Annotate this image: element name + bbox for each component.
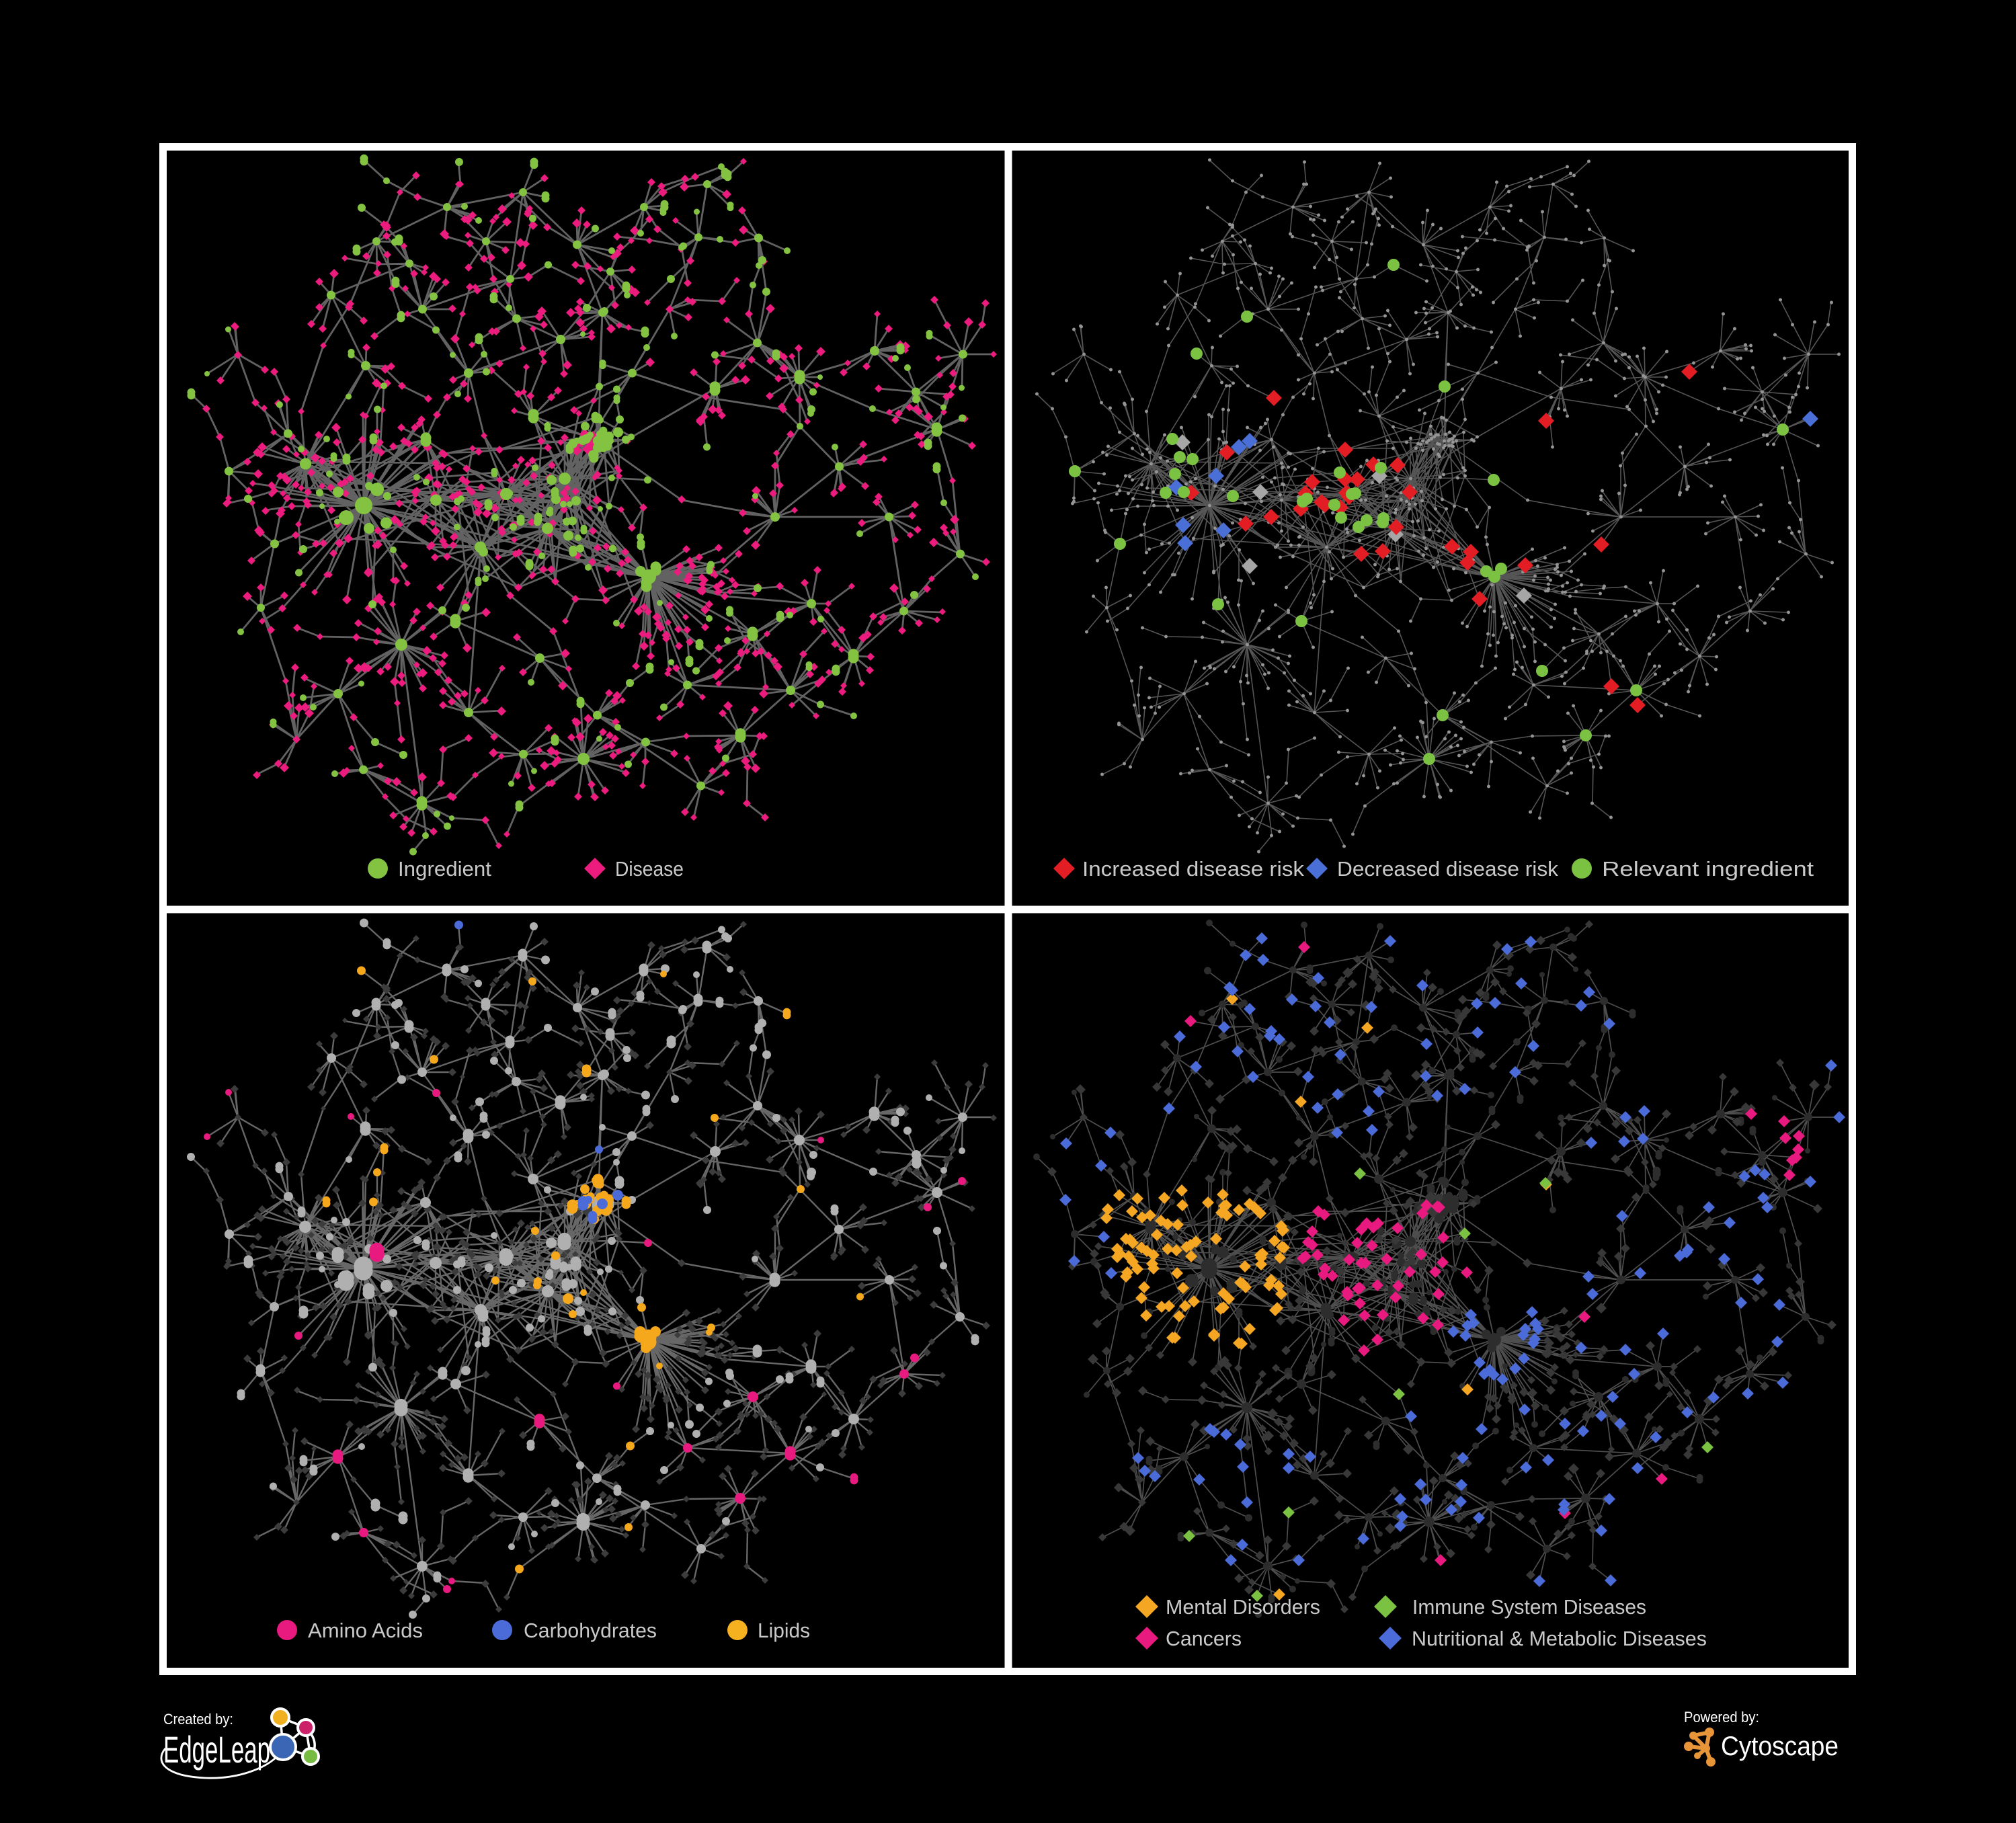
svg-text:Relevant ingredient: Relevant ingredient	[1602, 857, 1814, 881]
svg-text:Ingredient: Ingredient	[398, 857, 491, 881]
svg-text:Created by:: Created by:	[163, 1711, 233, 1728]
svg-text:Cytoscape: Cytoscape	[1721, 1732, 1839, 1761]
svg-text:Decreased disease risk: Decreased disease risk	[1337, 857, 1559, 881]
svg-text:Immune System Diseases: Immune System Diseases	[1412, 1595, 1646, 1619]
svg-text:Nutritional & Metabolic Diseas: Nutritional & Metabolic Diseases	[1412, 1627, 1707, 1650]
svg-text:Lipids: Lipids	[758, 1619, 810, 1642]
svg-text:Disease: Disease	[615, 857, 684, 881]
svg-text:Powered by:: Powered by:	[1684, 1709, 1759, 1726]
svg-text:Increased disease risk: Increased disease risk	[1082, 857, 1305, 881]
svg-text:Carbohydrates: Carbohydrates	[524, 1619, 657, 1642]
svg-text:EdgeLeap: EdgeLeap	[163, 1728, 270, 1771]
svg-text:Cancers: Cancers	[1166, 1627, 1242, 1650]
svg-text:Mental Disorders: Mental Disorders	[1166, 1595, 1320, 1619]
svg-text:Amino Acids: Amino Acids	[308, 1619, 423, 1642]
